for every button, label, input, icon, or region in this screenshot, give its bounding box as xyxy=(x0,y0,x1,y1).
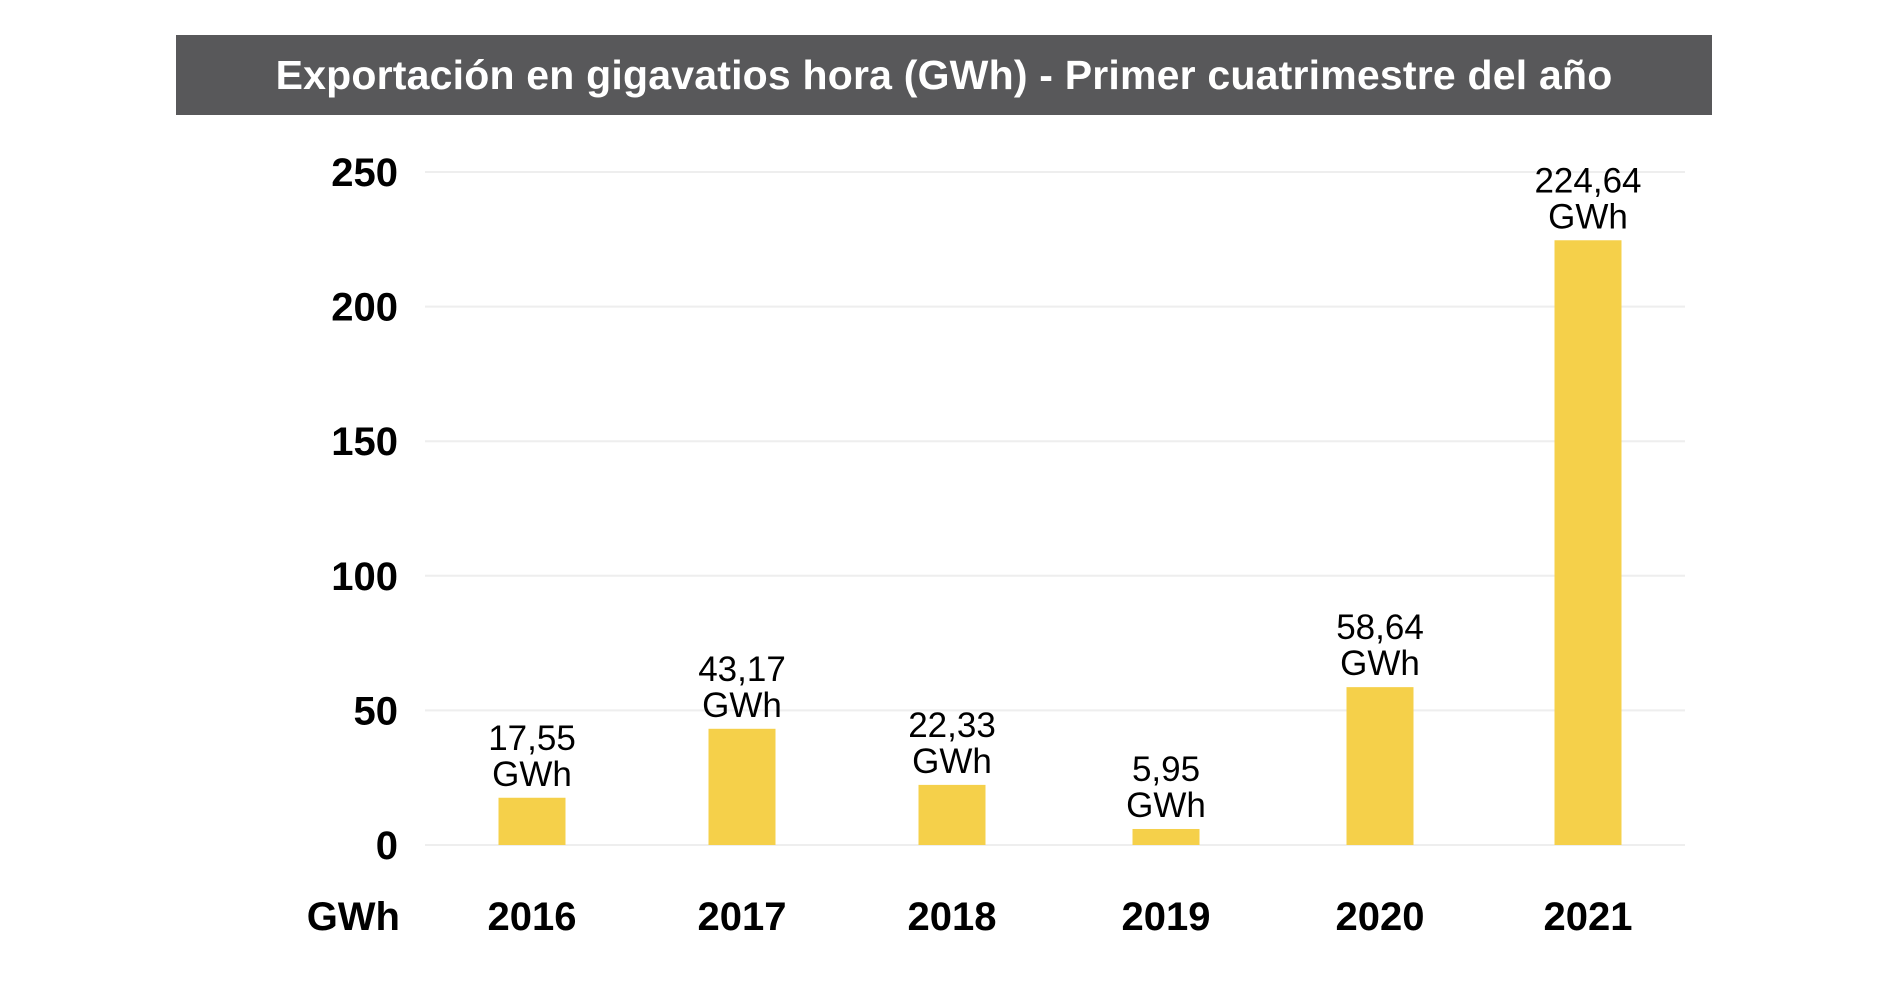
chart-title-bar: Exportación en gigavatios hora (GWh) - P… xyxy=(176,35,1712,115)
x-tick-label: 2018 xyxy=(908,895,997,939)
bar-2018 xyxy=(918,784,986,845)
bar-2021 xyxy=(1554,240,1622,846)
data-label-unit: GWh xyxy=(1126,786,1206,825)
y-axis-unit-label: GWh xyxy=(307,895,400,939)
data-label-unit: GWh xyxy=(492,755,572,794)
bar-2020 xyxy=(1346,687,1414,845)
y-axis-ticks: 0 50 100 150 200 250 xyxy=(331,151,398,868)
y-tick-label: 150 xyxy=(331,420,398,464)
data-label-value: 58,64 xyxy=(1336,608,1424,647)
x-tick-label: 2021 xyxy=(1544,895,1633,939)
bar-2019 xyxy=(1132,828,1200,845)
y-tick-label: 100 xyxy=(331,555,398,599)
x-tick-label: 2020 xyxy=(1336,895,1425,939)
y-tick-label: 200 xyxy=(331,286,398,330)
y-tick-label: 250 xyxy=(331,151,398,195)
gridlines xyxy=(425,171,1685,846)
data-label-unit: GWh xyxy=(702,686,782,725)
data-label-unit: GWh xyxy=(1548,197,1628,236)
x-tick-label: 2019 xyxy=(1122,895,1211,939)
bar-2016 xyxy=(498,797,566,845)
data-label-value: 5,95 xyxy=(1132,750,1200,789)
x-tick-label: 2017 xyxy=(698,895,787,939)
y-tick-label: 50 xyxy=(354,689,399,733)
y-tick-label: 0 xyxy=(376,824,398,868)
data-label-value: 22,33 xyxy=(908,706,996,745)
bar-2017 xyxy=(708,728,776,845)
data-label-unit: GWh xyxy=(912,742,992,781)
data-label-value: 43,17 xyxy=(698,650,786,689)
bars xyxy=(498,240,1622,846)
data-label-value: 224,64 xyxy=(1534,161,1641,200)
data-label-unit: GWh xyxy=(1340,644,1420,683)
chart-title: Exportación en gigavatios hora (GWh) - P… xyxy=(275,51,1613,98)
data-label-value: 17,55 xyxy=(488,719,576,758)
x-axis-ticks: 2016 2017 2018 2019 2020 2021 xyxy=(488,895,1633,939)
x-tick-label: 2016 xyxy=(488,895,577,939)
